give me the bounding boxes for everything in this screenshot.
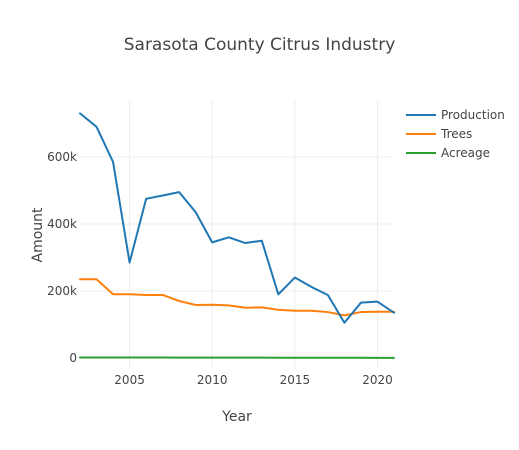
y-axis-title: Amount xyxy=(30,207,46,263)
y-tick-label: 200k xyxy=(47,284,77,298)
y-tick-label: 600k xyxy=(47,150,77,164)
legend-item-trees[interactable]: Trees xyxy=(406,127,472,141)
x-tick-label: 2020 xyxy=(362,373,393,387)
x-tick-label: 2010 xyxy=(197,373,228,387)
series-line-production xyxy=(79,112,395,324)
legend-item-production[interactable]: Production xyxy=(406,108,505,122)
legend: Production Trees Acreage xyxy=(406,108,505,160)
legend-label: Acreage xyxy=(441,146,490,160)
plot-area xyxy=(79,112,395,359)
y-axis-ticks: 0 200k 400k 600k xyxy=(47,150,77,365)
x-axis-title: Year xyxy=(221,409,252,425)
x-axis-ticks: 2005 2010 2015 2020 xyxy=(114,373,392,387)
y-tick-label: 400k xyxy=(47,217,77,231)
x-tick-label: 2005 xyxy=(114,373,145,387)
legend-label: Production xyxy=(441,108,505,122)
x-tick-label: 2015 xyxy=(280,373,311,387)
legend-item-acreage[interactable]: Acreage xyxy=(406,146,490,160)
legend-label: Trees xyxy=(440,127,472,141)
chart-title: Sarasota County Citrus Industry xyxy=(124,35,396,55)
series-line-trees xyxy=(79,278,395,317)
y-tick-label: 0 xyxy=(69,351,77,365)
grid xyxy=(80,100,394,368)
